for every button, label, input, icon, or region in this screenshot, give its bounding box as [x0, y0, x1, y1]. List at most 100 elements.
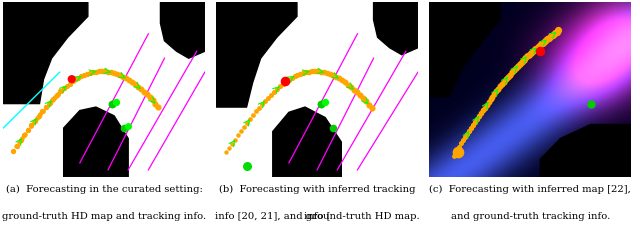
- Point: [107, 102, 117, 105]
- Point: [230, 138, 241, 141]
- Point: [532, 46, 542, 49]
- Point: [346, 85, 356, 89]
- Point: [328, 73, 338, 77]
- Point: [141, 92, 152, 96]
- Point: [44, 102, 54, 105]
- Polygon shape: [3, 2, 88, 103]
- Point: [530, 47, 540, 51]
- Point: [56, 89, 66, 93]
- Point: [19, 133, 29, 137]
- Point: [499, 80, 509, 83]
- Text: and ground-truth tracking info.: and ground-truth tracking info.: [451, 212, 610, 221]
- Point: [284, 78, 294, 81]
- Point: [121, 76, 131, 80]
- Text: ground-truth HD map and tracking info.: ground-truth HD map and tracking info.: [2, 212, 206, 221]
- Point: [47, 98, 57, 102]
- Point: [364, 103, 374, 106]
- Point: [334, 76, 344, 80]
- Point: [586, 102, 596, 105]
- Point: [449, 154, 459, 158]
- Text: (a)  Forecasting in the curated setting:: (a) Forecasting in the curated setting:: [6, 185, 202, 194]
- Point: [112, 72, 122, 76]
- Point: [464, 129, 474, 133]
- Point: [38, 109, 48, 113]
- Point: [485, 97, 495, 101]
- Point: [61, 84, 72, 88]
- Point: [263, 96, 273, 99]
- Text: info [20, 21], and ground-truth HD map.: info [20, 21], and ground-truth HD map.: [215, 212, 419, 221]
- Point: [476, 111, 486, 115]
- Point: [351, 90, 362, 94]
- Point: [470, 120, 480, 124]
- Point: [487, 95, 497, 98]
- Point: [239, 125, 250, 129]
- Point: [48, 97, 58, 101]
- Point: [295, 72, 305, 76]
- Point: [8, 149, 19, 153]
- Point: [367, 106, 377, 110]
- Polygon shape: [273, 107, 341, 177]
- Point: [58, 87, 68, 90]
- Point: [472, 117, 482, 121]
- Point: [497, 82, 508, 86]
- Point: [452, 151, 463, 154]
- Point: [483, 100, 493, 104]
- Point: [150, 102, 161, 106]
- Point: [52, 93, 62, 97]
- Point: [35, 112, 45, 116]
- Point: [254, 106, 264, 110]
- Point: [495, 84, 506, 88]
- Point: [518, 58, 529, 62]
- Point: [474, 114, 484, 118]
- Point: [55, 89, 65, 93]
- Point: [501, 77, 511, 81]
- Point: [490, 92, 500, 96]
- Point: [127, 80, 137, 84]
- Point: [106, 70, 116, 74]
- Point: [32, 116, 42, 120]
- Point: [319, 70, 329, 74]
- Point: [115, 73, 125, 77]
- Point: [536, 42, 546, 46]
- Point: [458, 138, 468, 142]
- Point: [76, 74, 86, 78]
- Point: [513, 64, 523, 68]
- Point: [111, 100, 121, 104]
- Point: [552, 30, 562, 34]
- Point: [103, 70, 113, 74]
- Point: [22, 128, 33, 132]
- Point: [88, 70, 99, 74]
- Point: [456, 141, 467, 145]
- Point: [266, 92, 276, 96]
- Point: [522, 54, 532, 58]
- Point: [462, 132, 472, 136]
- Point: [67, 77, 77, 81]
- Point: [147, 98, 157, 102]
- Point: [74, 76, 84, 80]
- Point: [12, 144, 22, 147]
- Point: [248, 113, 258, 117]
- Point: [304, 70, 314, 73]
- Point: [451, 151, 461, 155]
- Point: [325, 72, 335, 76]
- Point: [511, 66, 521, 70]
- Point: [545, 34, 556, 38]
- Point: [535, 49, 545, 53]
- Point: [94, 69, 104, 73]
- Point: [242, 121, 252, 125]
- Point: [37, 109, 47, 113]
- Point: [280, 80, 291, 84]
- Point: [316, 102, 326, 105]
- Point: [481, 103, 492, 107]
- Point: [313, 69, 323, 73]
- Point: [298, 71, 308, 75]
- Point: [65, 82, 75, 86]
- Point: [97, 69, 108, 73]
- Point: [221, 151, 232, 154]
- Point: [479, 106, 490, 109]
- Point: [70, 78, 81, 81]
- Point: [358, 96, 368, 100]
- Point: [349, 88, 359, 92]
- Text: (b)  Forecasting with inferred tracking: (b) Forecasting with inferred tracking: [219, 185, 415, 194]
- Point: [503, 75, 513, 79]
